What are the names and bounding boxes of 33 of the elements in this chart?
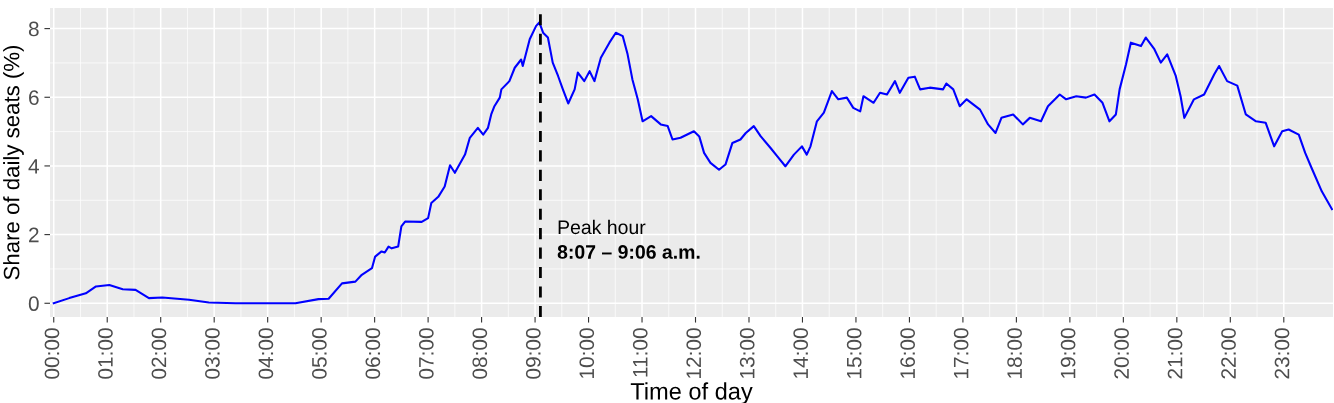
x-tick-label: 04:00 [258,328,274,379]
y-tick-label: 0 [28,296,39,312]
x-tick-label: 23:00 [1274,328,1290,379]
x-tick-label: 06:00 [365,328,381,379]
x-tick-label: 17:00 [953,328,969,378]
y-tick-label: 6 [29,90,39,106]
x-tick-label: 14:00 [793,328,809,378]
x-tick-label: 21:00 [1167,328,1183,379]
x-tick-label: 05:00 [311,328,327,379]
y-tick-label: 8 [28,21,39,37]
x-tick-label: 16:00 [900,328,916,378]
x-tick-label: 07:00 [418,328,434,379]
x-tick-label: 18:00 [1007,328,1022,378]
x-tick-label: 11:00 [632,328,648,377]
x-tick-label: 12:00 [686,328,702,378]
annotation: 8:07 – 9:06 a.m. [557,245,700,259]
y-tick-label: 4 [28,159,39,174]
x-tick-label: 02:00 [151,328,167,379]
x-tick-label: 22:00 [1221,328,1236,379]
annotation: Peak hour [558,219,646,235]
x-tick-label: 00:00 [44,328,60,379]
x-tick-label: 10:00 [579,328,595,378]
y-tick-label: 2 [29,227,39,243]
x-tick-label: 19:00 [1060,328,1076,378]
x-tick-label: 15:00 [846,328,862,378]
x-tick-label: 09:00 [525,328,541,379]
x-tick-label: 01:00 [98,328,113,379]
y-axis-title: Share of daily seats (%) [3,45,24,280]
line-series [52,21,1333,305]
x-tick-label: 20:00 [1114,328,1129,379]
x-tick-label: 13:00 [739,328,755,378]
x-tick-label: 08:00 [472,328,488,379]
x-tick-label: 03:00 [205,328,220,379]
